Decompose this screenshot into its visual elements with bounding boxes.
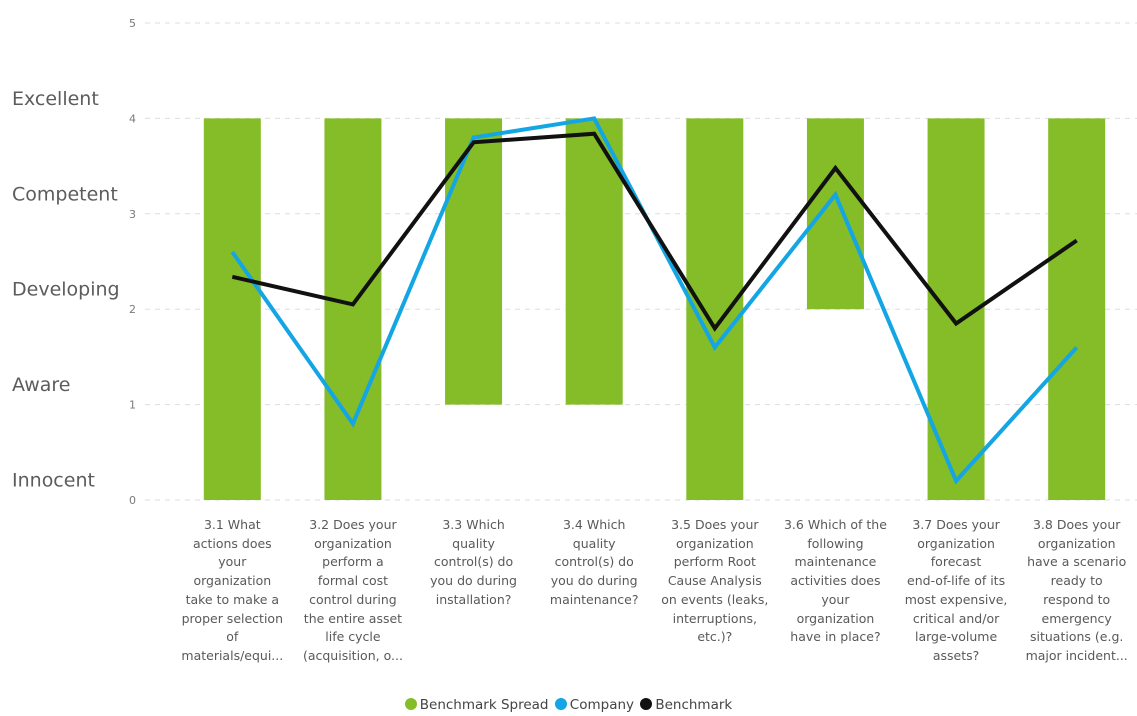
category-label-line: end-of-life of its — [907, 573, 1006, 589]
y-tick-label: 1 — [129, 399, 136, 412]
spread-bar — [445, 118, 503, 405]
benchmark-line — [231, 131, 1078, 332]
category-label-line: activities does — [790, 573, 881, 589]
y-tick-label: 4 — [129, 112, 136, 125]
category-label-line: installation? — [435, 591, 512, 607]
category-label-line: organization — [675, 535, 754, 551]
category-label-line: major incident... — [1025, 647, 1128, 663]
x-axis-category-label: 3.6 Which of the following maintenance acti… — [776, 516, 894, 647]
x-axis-category-label: 3.1 What actions does your organization take… — [173, 516, 291, 666]
legend-dot-icon — [554, 698, 567, 710]
category-label-line: large-volume — [914, 629, 998, 645]
legend: Benchmark Spread Company Benchmark — [0, 697, 1137, 713]
y-tick-label: 0 — [129, 494, 136, 507]
x-axis-category-label: 3.4 Which quality control(s) do you do duri… — [535, 516, 653, 610]
category-label-line: etc.)? — [697, 629, 733, 645]
maturity-level-label: Innocent — [12, 469, 95, 491]
category-label-line: most expensive, — [904, 591, 1008, 607]
legend-label: Benchmark Spread — [419, 697, 549, 713]
category-label-line: maintenance? — [549, 591, 639, 607]
category-label-line: maintenance — [794, 554, 877, 570]
category-label-line: organization — [193, 573, 272, 589]
category-label-line: materials/equi... — [181, 647, 284, 663]
category-label-line: take to make a — [185, 591, 280, 607]
category-label-line: you do during — [430, 573, 517, 589]
category-label-line: respond to — [1043, 591, 1111, 607]
category-label-line: 3.3 Which — [442, 517, 505, 532]
y-tick-label: 5 — [129, 17, 136, 30]
category-label-line: perform a — [322, 554, 384, 570]
y-tick-label: 2 — [129, 303, 136, 316]
x-axis-category-label: 3.2 Does your organization perform a formal… — [294, 516, 412, 666]
category-label-line: quality — [452, 535, 495, 551]
legend-label: Company — [569, 697, 635, 713]
spread-bar — [565, 118, 623, 405]
maturity-level-label: Excellent — [12, 88, 99, 110]
category-label-line: (acquisition, o... — [302, 647, 403, 663]
category-label-line: on events (leaks, — [661, 591, 769, 607]
category-label-line: perform Root — [673, 554, 756, 570]
series-lines — [230, 116, 1079, 485]
category-label-line: 3.2 Does your — [309, 517, 397, 532]
category-label-line: organization — [314, 535, 392, 551]
category-label-line: interruptions, — [672, 610, 757, 626]
spread-bar — [1048, 118, 1106, 501]
x-axis-category-label: 3.7 Does your organization forecast end-of-… — [897, 516, 1015, 666]
category-label-line: control(s) do — [554, 554, 634, 570]
category-label-line: emergency — [1041, 610, 1112, 626]
category-label-line: organization — [1037, 535, 1116, 551]
x-axis-category-label: 3.8 Does your organization have a scenario… — [1018, 516, 1136, 666]
category-label-line: ready to — [1050, 573, 1103, 589]
category-label-line: assets? — [932, 647, 980, 663]
category-label-line: organization — [796, 610, 875, 626]
gridlines — [145, 22, 1137, 501]
category-label-line: critical and/or — [912, 610, 1000, 626]
maturity-level-label: Competent — [12, 183, 118, 205]
category-label-line: proper selection — [181, 610, 283, 626]
legend-item-benchmark[interactable]: Benchmark — [640, 697, 732, 713]
spread-bar — [324, 118, 382, 501]
category-label-line: forecast — [930, 554, 982, 570]
legend-dot-icon — [640, 698, 653, 710]
category-label-line: 3.4 Which — [562, 517, 626, 532]
maturity-level-labels: Innocent Aware Developing Competent Excellen… — [12, 88, 120, 492]
x-axis-category-label: 3.5 Does your organization perform Root Cau… — [656, 516, 774, 647]
category-label-line: the entire asset — [303, 610, 403, 626]
category-label-line: Cause Analysis — [667, 573, 762, 589]
spread-bar — [203, 118, 261, 501]
category-label-line: quality — [572, 535, 616, 551]
category-label-line: organization — [917, 535, 995, 551]
spread-bar — [806, 118, 864, 310]
category-label-line: control(s) do — [433, 554, 514, 570]
maturity-level-label: Developing — [12, 279, 120, 301]
category-label-line: your — [218, 554, 247, 570]
category-label-line: 3.6 Which of the — [783, 517, 887, 532]
category-label-line: actions does — [192, 535, 272, 551]
y-tick-label: 3 — [129, 208, 136, 221]
x-axis-category-label: 3.3 Which quality control(s) do you do duri… — [415, 516, 533, 610]
category-label-line: control during — [309, 591, 397, 607]
category-label-line: you do during — [550, 573, 638, 589]
legend-label: Benchmark — [655, 697, 733, 713]
category-label-line: following — [807, 535, 864, 551]
category-label-line: have in place? — [790, 629, 881, 645]
category-label-line: life cycle — [325, 629, 381, 645]
category-label-line: have a scenario — [1027, 554, 1127, 570]
category-label-line: 3.1 What — [203, 517, 261, 532]
category-label-line: 3.7 Does your — [912, 517, 1000, 532]
category-label-line: your — [821, 591, 850, 607]
category-label-line: formal cost — [317, 573, 389, 589]
maturity-level-label: Aware — [12, 374, 71, 396]
legend-item-company[interactable]: Company — [554, 697, 635, 713]
category-label-line: of — [226, 629, 239, 645]
category-label-line: situations (e.g. — [1030, 629, 1124, 645]
category-label-line: 3.5 Does your — [671, 517, 759, 532]
benchmark-chart: Innocent Aware Developing Competent Excellen… — [12, 17, 1137, 507]
legend-dot-icon — [404, 698, 417, 710]
y-axis-ticks: 0 1 2 3 4 5 — [129, 17, 136, 507]
category-label-line: 3.8 Does your — [1032, 517, 1121, 532]
benchmark-spread-bars — [203, 118, 1106, 501]
legend-item-benchmark-spread[interactable]: Benchmark Spread — [404, 697, 549, 713]
